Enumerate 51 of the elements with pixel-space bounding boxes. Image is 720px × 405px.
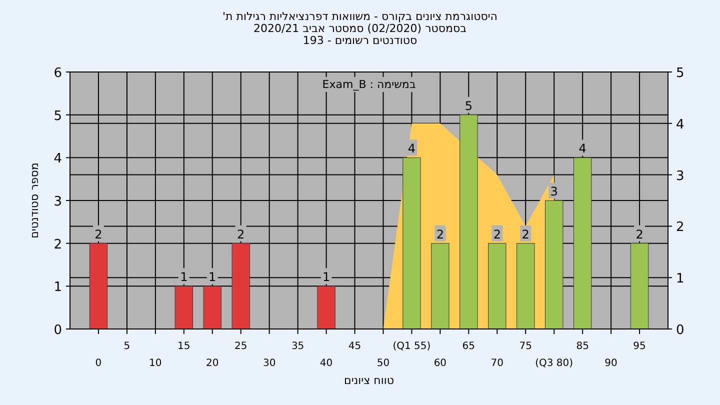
y2-tick-label: 0 <box>676 323 684 338</box>
y-tick-label: 1 <box>54 280 62 296</box>
y-tick-label: 3 <box>54 194 62 210</box>
data-label: 2 <box>436 227 444 242</box>
data-label: 2 <box>522 227 530 242</box>
data-label: 1 <box>322 270 330 284</box>
x-tick-label: 45 <box>348 341 362 352</box>
x-tick-label: 50 <box>376 358 390 369</box>
data-label: 2 <box>636 227 644 242</box>
x-tick-label: 25 <box>234 341 248 352</box>
x-tick-label: 30 <box>262 358 276 369</box>
y2-tick-label: 4 <box>676 117 684 132</box>
y-tick-label: 6 <box>54 66 62 81</box>
data-label: 2 <box>237 227 245 242</box>
y2-tick-label: 1 <box>676 272 684 287</box>
data-label: 4 <box>408 142 416 156</box>
data-label: 1 <box>180 270 188 284</box>
x-tick-label: 90 <box>604 358 618 369</box>
y2-tick-label: 5 <box>676 66 684 81</box>
x-tick-label: 10 <box>149 358 162 369</box>
x-tick-label: 40 <box>320 358 333 369</box>
x-tick-label: 95 <box>633 341 646 352</box>
y-axis-title: מספר סטודנטים <box>28 162 41 238</box>
data-label: 2 <box>94 227 102 242</box>
x-tick-label: 0 <box>95 358 102 369</box>
title: היסטוגרמת ציונים בקורס - משוואות דפרנציאליות רגילות ת' <box>222 11 498 23</box>
y2-tick-label: 2 <box>676 220 684 236</box>
y-tick-label: 2 <box>54 237 62 252</box>
data-label: 4 <box>578 142 586 156</box>
x-tick-label: (Q3 80) <box>535 358 574 369</box>
x-tick-label: 15 <box>178 341 190 352</box>
data-label: 5 <box>464 98 472 113</box>
y-tick-label: 4 <box>54 152 62 167</box>
y2-tick-label: 3 <box>676 168 684 184</box>
x-tick-label: 5 <box>124 341 130 352</box>
x-tick-label: 35 <box>291 341 304 352</box>
data-label: 3 <box>550 184 558 198</box>
y-tick-label: 0 <box>54 323 62 338</box>
x-tick-label: 60 <box>434 358 447 369</box>
x-tick-label: 85 <box>576 341 589 352</box>
y-tick-label: 5 <box>54 108 62 124</box>
x-tick-label: 20 <box>206 358 219 369</box>
data-label: 1 <box>208 270 216 284</box>
x-tick-label: 70 <box>490 358 504 369</box>
x-tick-label: 75 <box>519 341 532 352</box>
x-tick-label: 65 <box>462 341 476 352</box>
data-label: 2 <box>493 227 501 242</box>
x-tick-label: (Q1 55) <box>392 341 431 352</box>
x-axis-title: טווח ציונים <box>344 374 394 387</box>
subtitle: בסמסטר (02/2020) סמסטר אביב 2020/21 <box>252 23 468 35</box>
annotation: סטודנטים רשומים - 193 <box>302 35 418 47</box>
